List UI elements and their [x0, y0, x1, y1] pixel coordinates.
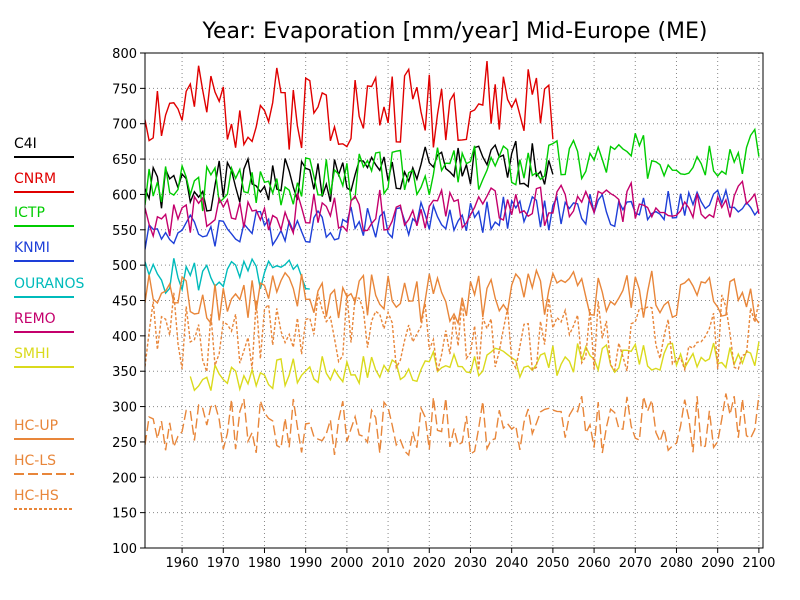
- series-line-smhi: [189, 341, 760, 392]
- x-tick-label: 2020: [413, 556, 446, 571]
- x-tick-label: 1990: [289, 556, 322, 571]
- y-tick-label: 650: [112, 153, 137, 168]
- x-tick-label: 2100: [742, 556, 775, 571]
- legend-label-hc-ls: HC-LS: [14, 453, 56, 469]
- series-line-remo: [145, 179, 760, 239]
- legend-label-hc-hs: HC-HS: [14, 488, 59, 504]
- y-tick-label: 300: [112, 401, 137, 416]
- x-tick-label: 2060: [578, 556, 611, 571]
- y-tick-label: 800: [112, 47, 137, 62]
- legend: C4I CNRM ICTP KNMI OURANOS REMO SMHI HC-UP HC-LS…: [14, 136, 84, 510]
- legend-label-hc-up: HC-UP: [14, 418, 58, 434]
- y-tick-label: 100: [112, 542, 137, 557]
- y-tick-label: 750: [112, 82, 137, 97]
- grid-lines: [145, 53, 763, 548]
- x-tick-label: 2090: [701, 556, 734, 571]
- y-tick-label: 500: [112, 259, 137, 274]
- series-line-hc-ls: [145, 393, 760, 457]
- x-tick-label: 2010: [372, 556, 405, 571]
- chart-title: Year: Evaporation [mm/year] Mid-Europe (…: [201, 19, 707, 44]
- x-tick-label: 2030: [454, 556, 487, 571]
- y-tick-label: 200: [112, 471, 137, 486]
- x-tick-label: 2050: [536, 556, 569, 571]
- y-tick-label: 350: [112, 365, 137, 380]
- series-line-ouranos: [145, 257, 310, 295]
- legend-label-knmi: KNMI: [14, 240, 50, 256]
- series-lines: [145, 61, 760, 457]
- y-axis-ticks: 100 150 200 250 300 350 400 450 500 550 600 650 700 7…: [112, 47, 145, 557]
- legend-label-ouranos: OURANOS: [14, 276, 84, 292]
- y-tick-label: 600: [112, 188, 137, 203]
- x-tick-label: 2080: [660, 556, 693, 571]
- y-tick-label: 700: [112, 118, 137, 133]
- series-line-hc-hs: [145, 292, 760, 373]
- series-line-c4i: [145, 140, 554, 212]
- legend-label-smhi: SMHI: [14, 346, 50, 362]
- y-tick-label: 400: [112, 330, 137, 345]
- x-tick-label: 1960: [166, 556, 199, 571]
- x-axis-ticks: 1960 1970 1980 1990 2000 2010 2020 2030 2040 2050…: [166, 548, 775, 571]
- y-tick-label: 550: [112, 224, 137, 239]
- x-tick-label: 1980: [248, 556, 281, 571]
- series-line-hc-up: [145, 268, 760, 326]
- x-tick-label: 1970: [207, 556, 240, 571]
- series-line-cnrm: [145, 61, 554, 150]
- x-tick-label: 2070: [619, 556, 652, 571]
- legend-label-ictp: ICTP: [14, 205, 45, 221]
- legend-label-remo: REMO: [14, 311, 56, 327]
- legend-label-c4i: C4I: [14, 136, 37, 152]
- series-line-ictp: [145, 127, 760, 212]
- legend-label-cnrm: CNRM: [14, 171, 56, 187]
- y-tick-label: 150: [112, 507, 137, 522]
- x-tick-label: 2040: [495, 556, 528, 571]
- y-tick-label: 250: [112, 436, 137, 451]
- x-tick-label: 2000: [330, 556, 363, 571]
- series-line-knmi: [145, 187, 760, 250]
- y-tick-label: 450: [112, 295, 137, 310]
